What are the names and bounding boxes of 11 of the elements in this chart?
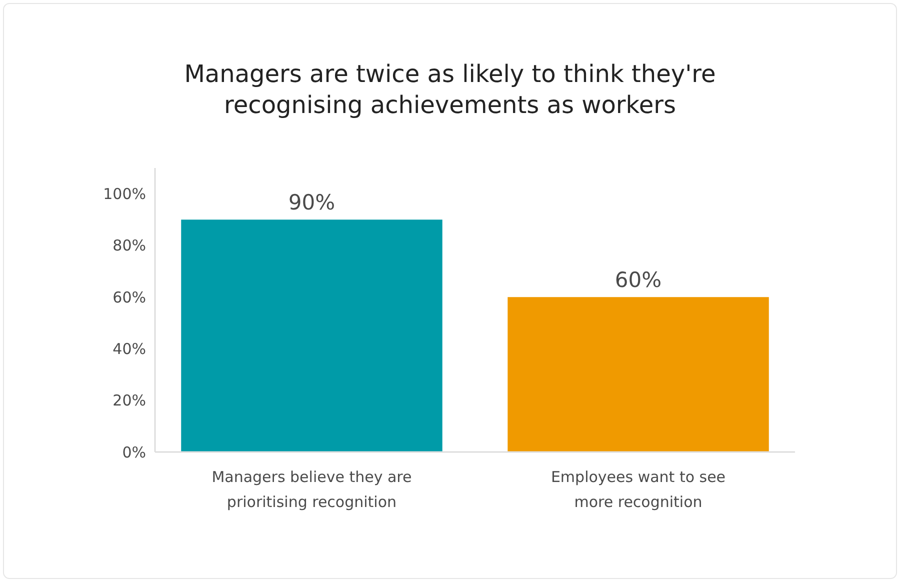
- y-tick-label: 60%: [112, 288, 146, 306]
- y-tick-label: 40%: [112, 340, 146, 358]
- data-label: 60%: [614, 268, 662, 292]
- y-tick-label: 20%: [112, 392, 146, 410]
- y-tick-label: 100%: [103, 185, 146, 204]
- y-tick-label: 0%: [122, 443, 146, 462]
- data-label: 90%: [288, 190, 336, 215]
- x-tick-label: Employees want to see more recognition: [550, 468, 726, 511]
- chart-title: Managers are twice as likely to think they're recognising achievements as workers: [184, 60, 716, 119]
- x-tick-label: Managers believe they are prioritising recognition: [212, 468, 412, 511]
- y-tick-label: 80%: [112, 236, 146, 255]
